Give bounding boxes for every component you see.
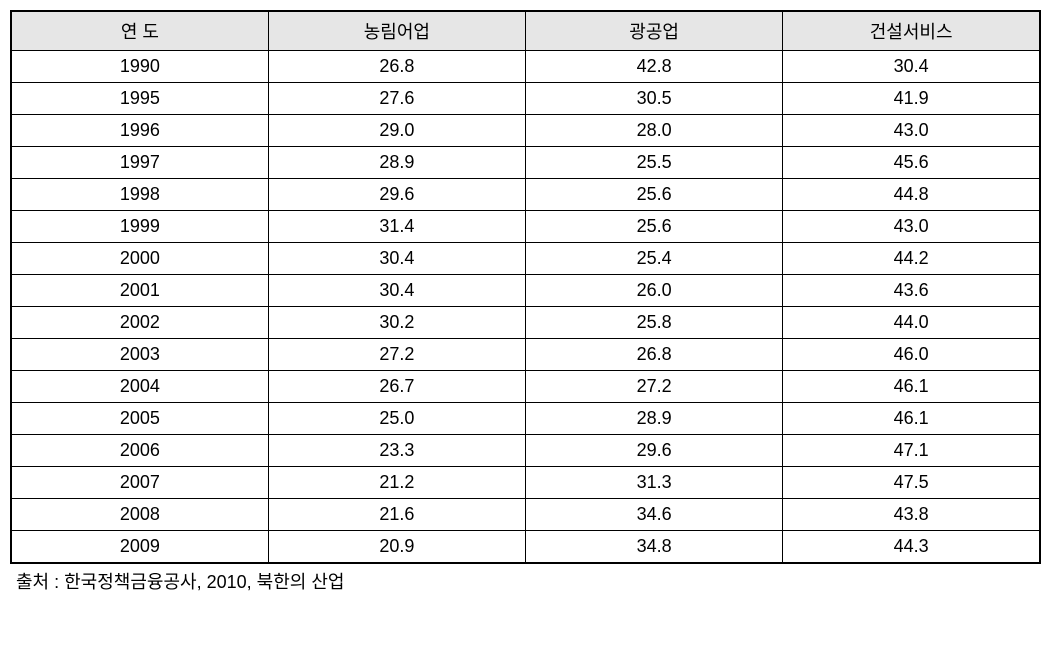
- data-table: 연 도 농림어업 광공업 건설서비스 1990 26.8 42.8 30.4 1…: [10, 10, 1041, 564]
- cell-value: 26.0: [526, 275, 783, 307]
- table-row: 2000 30.4 25.4 44.2: [11, 243, 1040, 275]
- cell-value: 20.9: [268, 531, 525, 564]
- cell-value: 30.4: [783, 51, 1040, 83]
- cell-value: 25.6: [526, 211, 783, 243]
- table-row: 2004 26.7 27.2 46.1: [11, 371, 1040, 403]
- cell-value: 27.2: [526, 371, 783, 403]
- cell-year: 2000: [11, 243, 268, 275]
- cell-value: 30.5: [526, 83, 783, 115]
- table-row: 2005 25.0 28.9 46.1: [11, 403, 1040, 435]
- cell-year: 2004: [11, 371, 268, 403]
- cell-value: 29.0: [268, 115, 525, 147]
- header-agriculture: 농림어업: [268, 11, 525, 51]
- cell-value: 31.4: [268, 211, 525, 243]
- cell-year: 1997: [11, 147, 268, 179]
- cell-year: 2003: [11, 339, 268, 371]
- cell-value: 44.2: [783, 243, 1040, 275]
- cell-year: 1995: [11, 83, 268, 115]
- cell-value: 30.4: [268, 275, 525, 307]
- table-row: 2003 27.2 26.8 46.0: [11, 339, 1040, 371]
- cell-value: 28.9: [526, 403, 783, 435]
- cell-value: 45.6: [783, 147, 1040, 179]
- cell-value: 42.8: [526, 51, 783, 83]
- table-row: 2009 20.9 34.8 44.3: [11, 531, 1040, 564]
- table-row: 2006 23.3 29.6 47.1: [11, 435, 1040, 467]
- header-construction: 건설서비스: [783, 11, 1040, 51]
- table-row: 1995 27.6 30.5 41.9: [11, 83, 1040, 115]
- table-row: 2007 21.2 31.3 47.5: [11, 467, 1040, 499]
- table-row: 1997 28.9 25.5 45.6: [11, 147, 1040, 179]
- cell-value: 43.6: [783, 275, 1040, 307]
- cell-value: 25.6: [526, 179, 783, 211]
- header-mining: 광공업: [526, 11, 783, 51]
- cell-value: 31.3: [526, 467, 783, 499]
- cell-value: 30.2: [268, 307, 525, 339]
- cell-value: 21.6: [268, 499, 525, 531]
- cell-value: 23.3: [268, 435, 525, 467]
- cell-value: 26.7: [268, 371, 525, 403]
- table-header: 연 도 농림어업 광공업 건설서비스: [11, 11, 1040, 51]
- table-row: 1998 29.6 25.6 44.8: [11, 179, 1040, 211]
- cell-value: 27.2: [268, 339, 525, 371]
- cell-value: 26.8: [268, 51, 525, 83]
- table-container: 연 도 농림어업 광공업 건설서비스 1990 26.8 42.8 30.4 1…: [10, 10, 1041, 594]
- table-row: 2002 30.2 25.8 44.0: [11, 307, 1040, 339]
- cell-value: 26.8: [526, 339, 783, 371]
- cell-year: 2008: [11, 499, 268, 531]
- cell-value: 43.0: [783, 115, 1040, 147]
- cell-value: 46.1: [783, 371, 1040, 403]
- cell-value: 28.0: [526, 115, 783, 147]
- cell-year: 1998: [11, 179, 268, 211]
- header-row: 연 도 농림어업 광공업 건설서비스: [11, 11, 1040, 51]
- table-row: 1999 31.4 25.6 43.0: [11, 211, 1040, 243]
- cell-value: 47.1: [783, 435, 1040, 467]
- cell-value: 44.3: [783, 531, 1040, 564]
- cell-year: 1996: [11, 115, 268, 147]
- table-row: 1996 29.0 28.0 43.0: [11, 115, 1040, 147]
- table-row: 1990 26.8 42.8 30.4: [11, 51, 1040, 83]
- cell-value: 47.5: [783, 467, 1040, 499]
- cell-year: 2005: [11, 403, 268, 435]
- cell-value: 25.4: [526, 243, 783, 275]
- cell-value: 29.6: [268, 179, 525, 211]
- cell-value: 29.6: [526, 435, 783, 467]
- cell-value: 44.8: [783, 179, 1040, 211]
- cell-year: 2007: [11, 467, 268, 499]
- cell-year: 2009: [11, 531, 268, 564]
- cell-value: 34.6: [526, 499, 783, 531]
- cell-year: 1999: [11, 211, 268, 243]
- cell-value: 46.0: [783, 339, 1040, 371]
- cell-value: 43.8: [783, 499, 1040, 531]
- cell-value: 25.5: [526, 147, 783, 179]
- cell-value: 28.9: [268, 147, 525, 179]
- cell-value: 41.9: [783, 83, 1040, 115]
- table-row: 2008 21.6 34.6 43.8: [11, 499, 1040, 531]
- source-citation: 출처 : 한국정책금융공사, 2010, 북한의 산업: [10, 568, 1041, 594]
- table-row: 2001 30.4 26.0 43.6: [11, 275, 1040, 307]
- cell-year: 2006: [11, 435, 268, 467]
- cell-value: 34.8: [526, 531, 783, 564]
- cell-value: 25.8: [526, 307, 783, 339]
- cell-value: 44.0: [783, 307, 1040, 339]
- cell-value: 21.2: [268, 467, 525, 499]
- cell-year: 2002: [11, 307, 268, 339]
- cell-value: 43.0: [783, 211, 1040, 243]
- cell-value: 25.0: [268, 403, 525, 435]
- header-year: 연 도: [11, 11, 268, 51]
- cell-value: 27.6: [268, 83, 525, 115]
- cell-year: 2001: [11, 275, 268, 307]
- cell-value: 30.4: [268, 243, 525, 275]
- cell-value: 46.1: [783, 403, 1040, 435]
- table-body: 1990 26.8 42.8 30.4 1995 27.6 30.5 41.9 …: [11, 51, 1040, 564]
- cell-year: 1990: [11, 51, 268, 83]
